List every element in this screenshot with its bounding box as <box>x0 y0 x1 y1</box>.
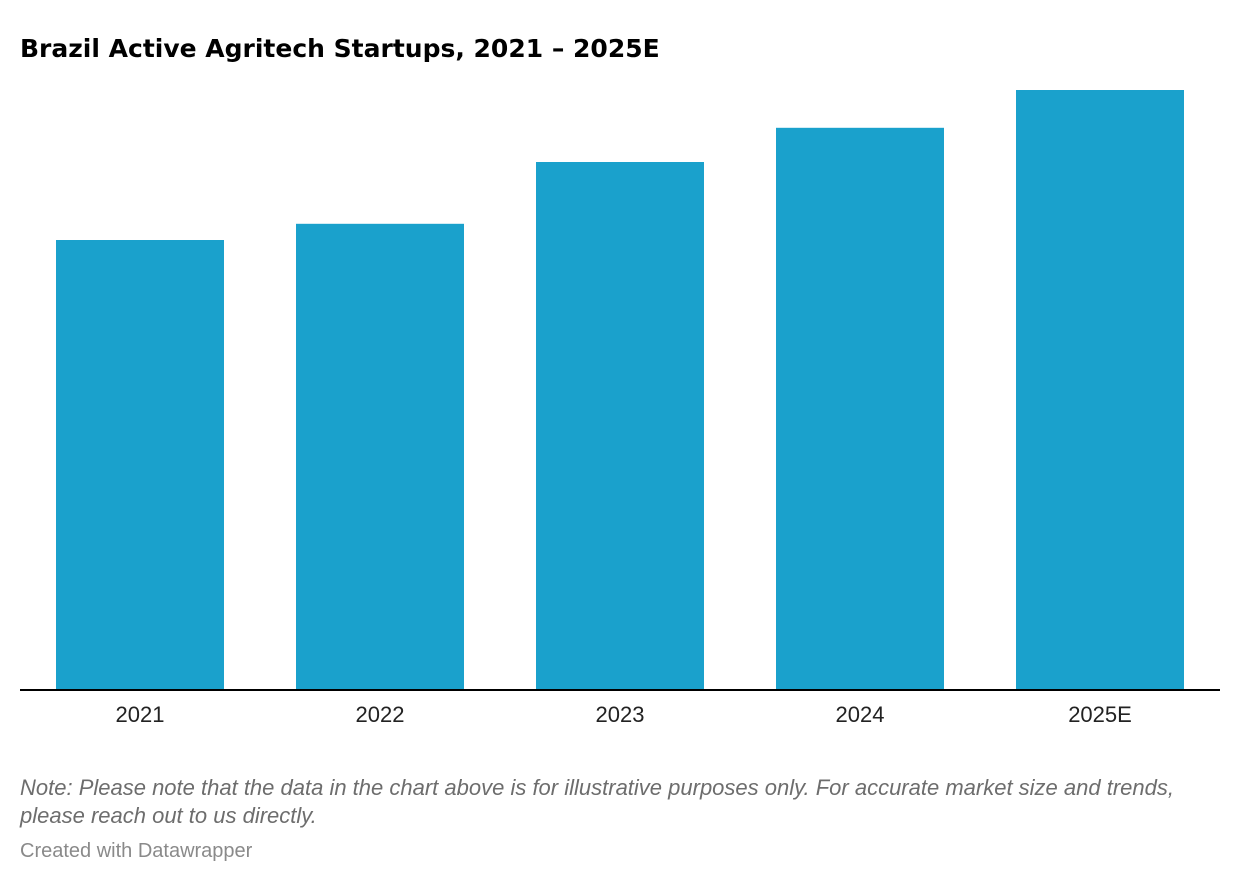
bar-2024 <box>776 127 944 691</box>
x-tick-label-2021: 2021 <box>116 702 165 727</box>
bar-2023 <box>536 162 704 690</box>
bar-2025E <box>1016 90 1184 690</box>
chart-note: Note: Please note that the data in the c… <box>20 775 1174 828</box>
x-tick-label-2023: 2023 <box>596 702 645 727</box>
x-tick-label-2025E: 2025E <box>1068 702 1132 727</box>
chart-title: Brazil Active Agritech Startups, 2021 – … <box>20 34 660 63</box>
bar-2021 <box>56 240 224 690</box>
bar-chart: 2021 2022 2023 2024 2025E <box>20 90 1220 727</box>
datawrapper-credit: Created with Datawrapper <box>20 840 253 862</box>
x-tick-label-2024: 2024 <box>836 702 885 727</box>
x-tick-label-2022: 2022 <box>356 702 405 727</box>
bar-2022 <box>296 223 464 691</box>
